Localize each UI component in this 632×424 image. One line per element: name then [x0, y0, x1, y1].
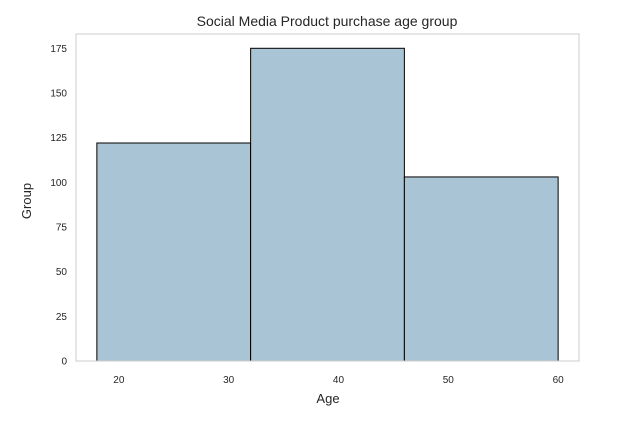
x-tick-label: 50	[443, 375, 455, 386]
histogram-bar-1	[96, 142, 252, 362]
y-tick-label: 75	[56, 222, 68, 233]
y-tick-label: 150	[50, 88, 67, 99]
histogram-bar-2	[250, 47, 405, 362]
bars-group	[96, 47, 559, 362]
plot-frame	[75, 33, 580, 362]
y-ticks-group: 0 25 50 75 100 125 150 175	[50, 44, 67, 368]
histogram-bar-3	[403, 176, 559, 362]
x-tick-label: 60	[553, 375, 565, 386]
x-tick-label: 30	[223, 375, 235, 386]
x-tick-label: 40	[333, 375, 345, 386]
x-tick-label: 20	[113, 375, 125, 386]
y-tick-label: 100	[50, 178, 67, 189]
chart-title: Social Media Product purchase age group	[197, 13, 458, 29]
x-ticks-group: 20 30 40 50 60	[113, 375, 564, 386]
y-tick-label: 175	[50, 44, 67, 55]
y-tick-label: 50	[56, 267, 68, 278]
y-tick-label: 0	[61, 357, 67, 368]
y-tick-label: 125	[50, 133, 67, 144]
y-tick-label: 25	[56, 312, 68, 323]
y-axis-label: Group	[19, 183, 34, 219]
x-axis-label: Age	[316, 391, 339, 406]
